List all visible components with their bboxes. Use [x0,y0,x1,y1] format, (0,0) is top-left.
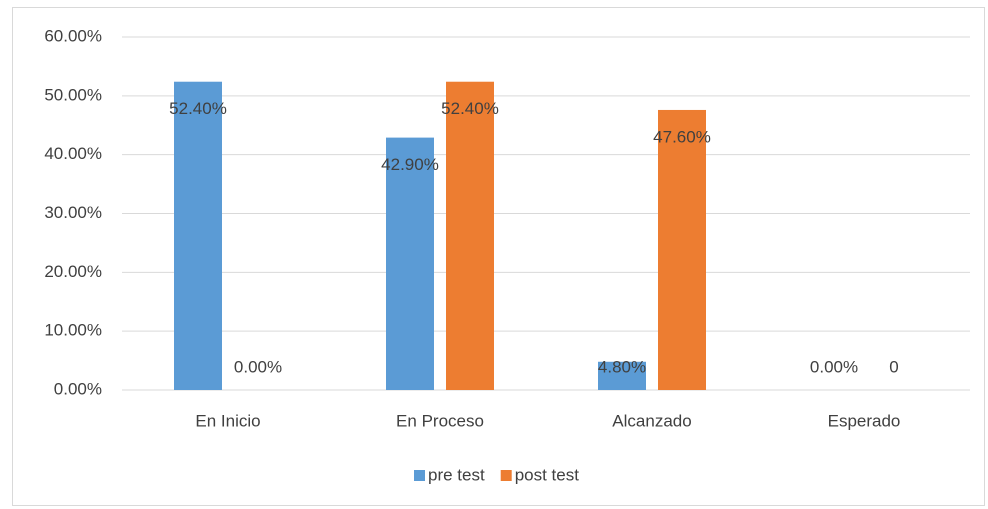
legend-swatch [500,470,512,481]
data-label: 4.80% [598,357,646,376]
legend-label: pre test [428,465,485,484]
y-tick-label: 20.00% [44,262,102,281]
x-tick-label: Alcanzado [612,411,691,430]
bar [598,361,646,390]
y-tick-label: 0.00% [54,379,102,398]
bar [446,81,494,391]
bar [386,137,434,390]
data-label: 52.40% [441,99,499,118]
x-tick-label: Esperado [828,411,901,430]
legend-swatch [414,470,425,481]
data-label: 52.40% [169,99,227,118]
y-tick-label: 60.00% [44,26,102,45]
bar [174,81,222,391]
data-label: 47.60% [653,127,711,146]
bar [658,109,706,390]
chart-border [12,7,985,506]
x-tick-label: En Proceso [396,411,484,430]
y-tick-label: 40.00% [44,144,102,163]
data-label: 0.00% [810,357,858,376]
y-tick-label: 50.00% [44,85,102,104]
y-tick-label: 10.00% [44,321,102,340]
data-label: 0 [889,357,898,376]
y-tick-label: 30.00% [44,203,102,222]
data-label: 0.00% [234,357,282,376]
data-label: 42.90% [381,155,439,174]
x-tick-label: En Inicio [195,411,260,430]
legend-label: post test [515,465,580,484]
